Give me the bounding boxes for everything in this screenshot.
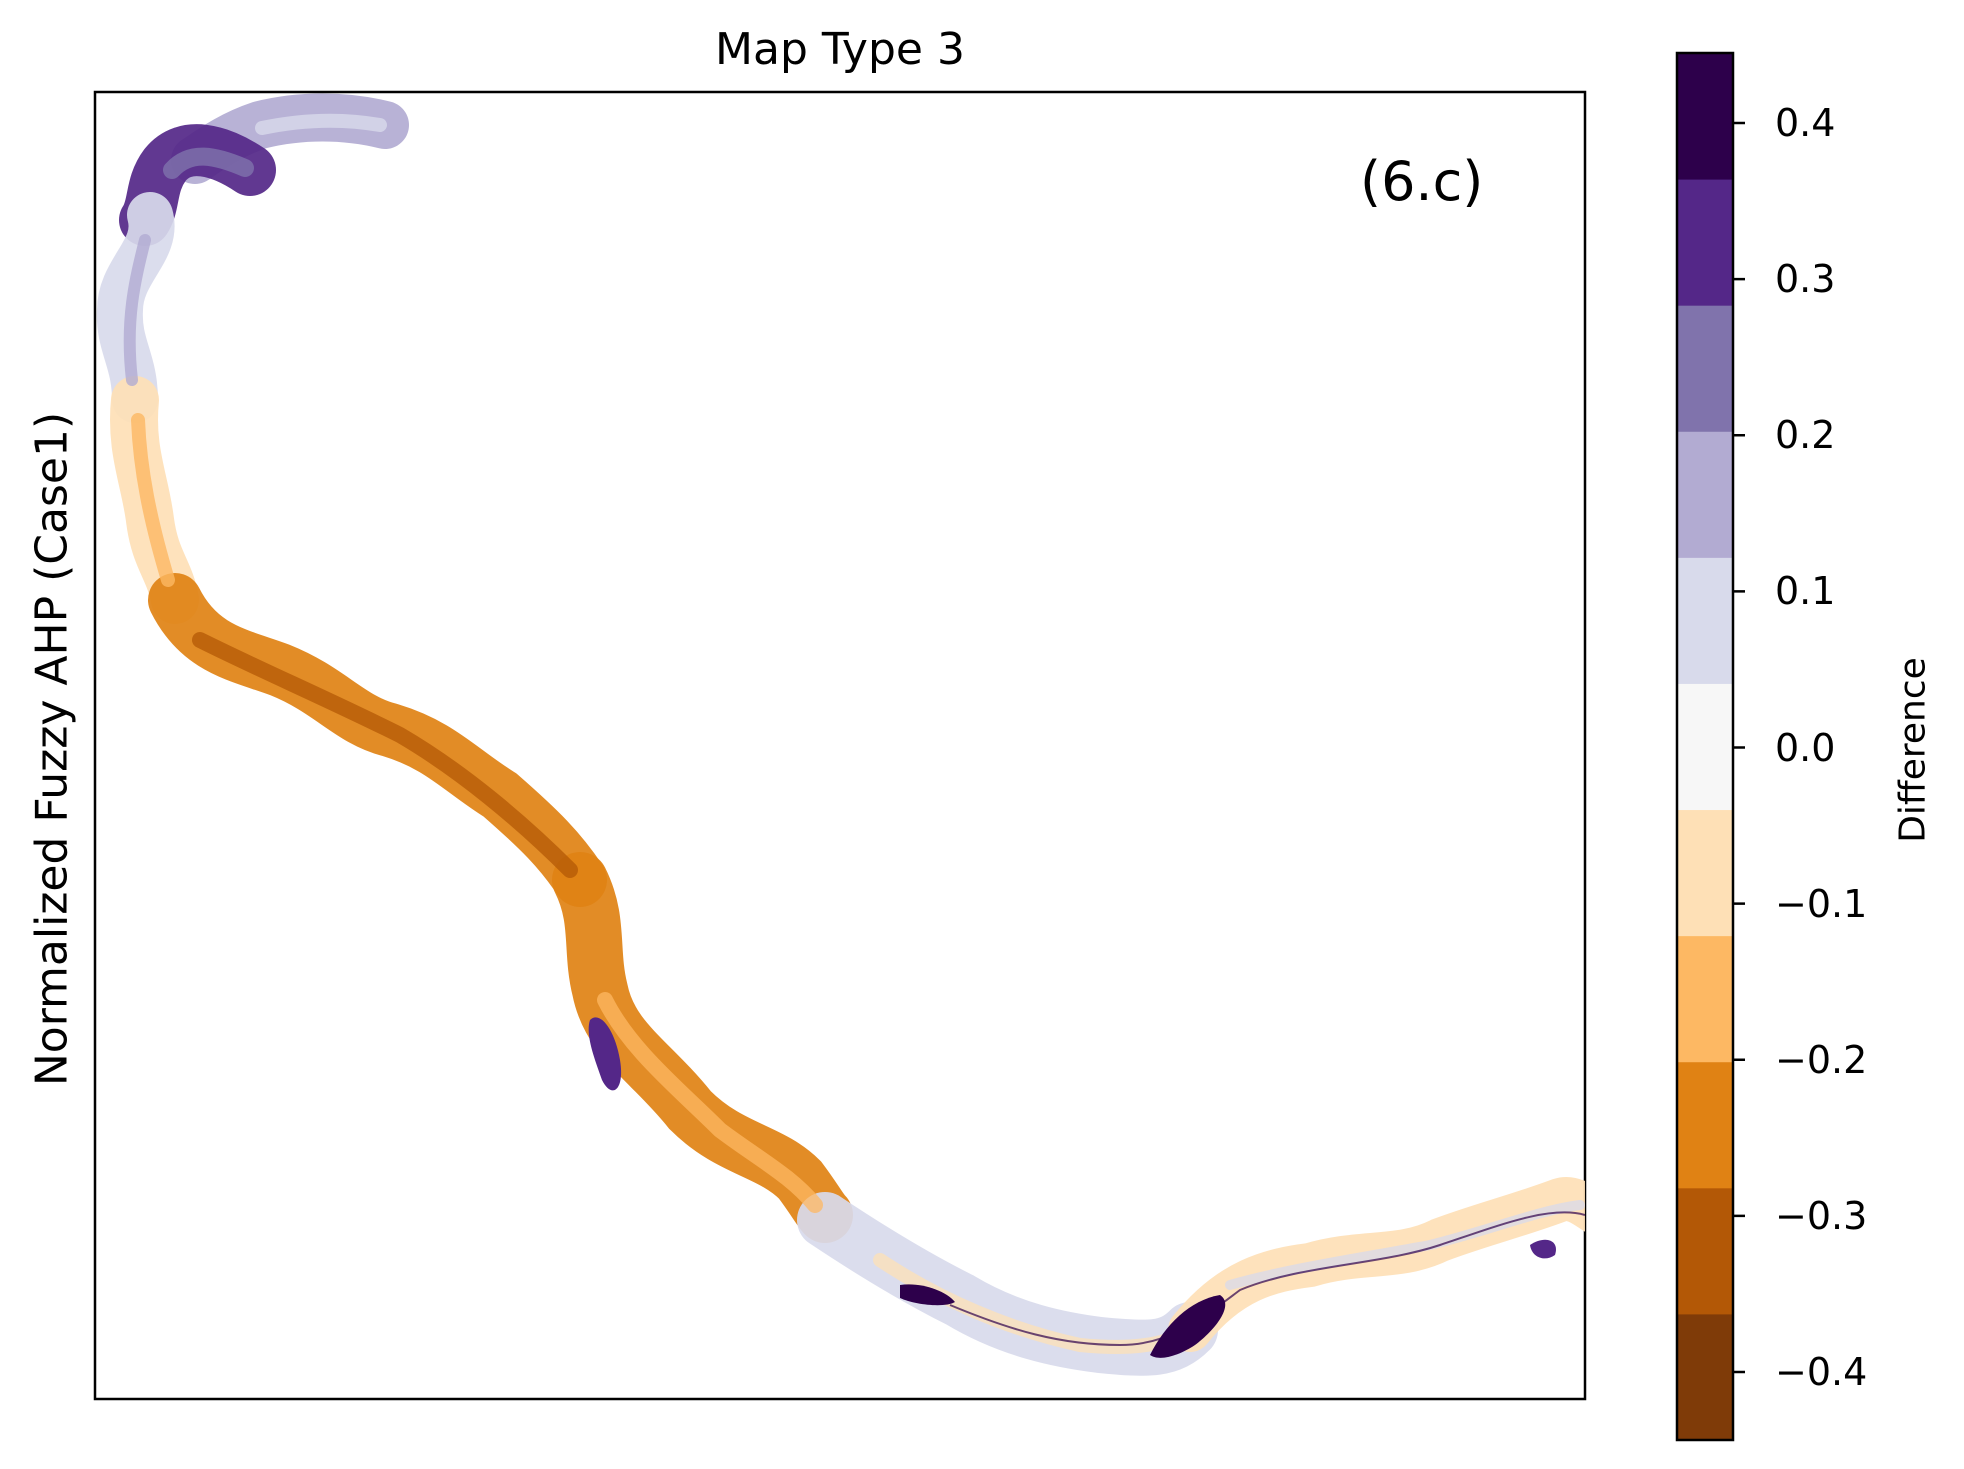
- colorbar-bin: [1677, 1187, 1733, 1315]
- river-accent: [192, 632, 578, 878]
- river-accent: [255, 113, 387, 135]
- colorbar-bin: [1677, 557, 1733, 684]
- colorbar-tick-label: 0.2: [1775, 413, 1836, 458]
- colorbar-tick-label: 0.4: [1775, 101, 1836, 145]
- colorbar-bin: [1677, 305, 1733, 432]
- colorbar-tick-label: 0.0: [1775, 725, 1836, 770]
- river-accent: [597, 992, 823, 1213]
- river-corridor: [96, 93, 1585, 1376]
- river-accent: [1225, 1200, 1585, 1290]
- plot-frame: [93, 90, 1587, 1401]
- colorbar-bin: [1677, 1313, 1733, 1441]
- colorbar-bin: [1677, 935, 1733, 1063]
- colorbar-tick-label: 0.3: [1775, 257, 1836, 302]
- colorbar-ticks: [1733, 121, 1745, 1374]
- colorbar-title: Difference: [1892, 657, 1934, 843]
- river-accent: [163, 147, 254, 179]
- colorbar-bin: [1677, 809, 1733, 937]
- panel-label: (6.c): [1360, 150, 1484, 213]
- hotspot: [1150, 1295, 1226, 1358]
- river-channel: [949, 1211, 1585, 1347]
- colorbar-tick-label: 0.1: [1775, 569, 1836, 614]
- river-accent: [123, 234, 151, 386]
- colorbar-bin: [1677, 1061, 1733, 1189]
- river-accent: [131, 413, 175, 587]
- colorbar-tick-label: −0.4: [1775, 1350, 1868, 1394]
- colorbar-tick-label: −0.2: [1775, 1037, 1868, 1082]
- colorbar-bin: [1677, 431, 1733, 558]
- colorbar-tick-label: −0.1: [1775, 881, 1868, 926]
- colorbar-bin: [1677, 179, 1733, 306]
- colorbar-bin: [1677, 683, 1733, 811]
- colorbar-bins: [1677, 53, 1733, 1441]
- hotspot: [900, 1284, 955, 1306]
- colorbar-tick-label: −0.3: [1775, 1193, 1868, 1238]
- hotspot: [588, 1017, 622, 1091]
- hotspot: [1530, 1239, 1556, 1259]
- colorbar-bin: [1677, 53, 1733, 180]
- map-title: Map Type 3: [715, 24, 965, 75]
